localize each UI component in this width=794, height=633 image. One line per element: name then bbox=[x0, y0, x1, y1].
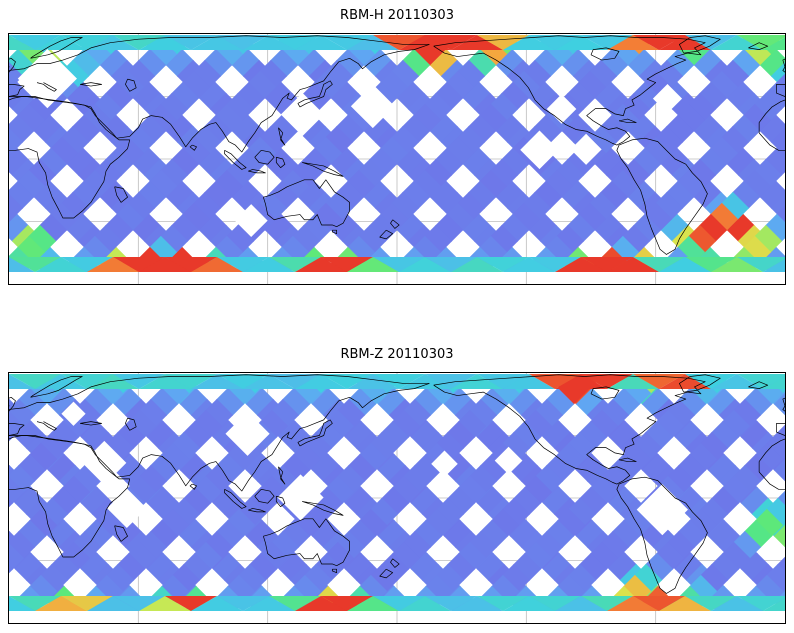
map-canvas-rbm-h bbox=[9, 34, 785, 284]
panel-title-rbm-z: RBM-Z 20110303 bbox=[340, 347, 454, 362]
map-canvas-rbm-z bbox=[9, 373, 785, 623]
panel-title-rbm-h: RBM-H 20110303 bbox=[340, 8, 454, 23]
map-frame-rbm-h bbox=[8, 33, 786, 285]
map-frame-rbm-z bbox=[8, 372, 786, 624]
